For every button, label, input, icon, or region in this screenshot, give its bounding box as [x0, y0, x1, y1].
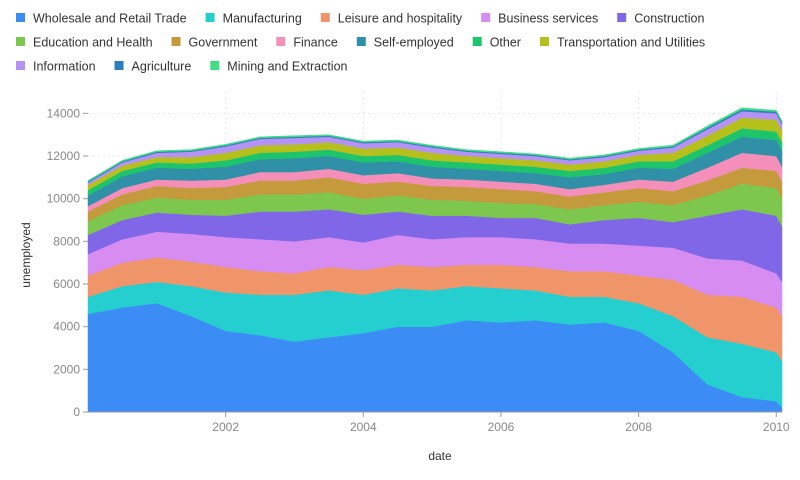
- x-tick-label: 2004: [350, 420, 377, 434]
- x-tick-label: 2008: [625, 420, 652, 434]
- legend-label: Manufacturing: [223, 12, 302, 26]
- y-tick-label: 2000: [53, 362, 80, 376]
- x-tick-label: 2010: [763, 420, 790, 434]
- legend-item-mining-and-extraction[interactable]: Mining and Extraction: [210, 60, 348, 74]
- legend-item-education-and-health[interactable]: Education and Health: [16, 36, 153, 50]
- y-tick-label: 6000: [53, 277, 80, 291]
- y-axis-title: unemployed: [19, 222, 33, 287]
- legend-item-self-employed[interactable]: Self-employed: [356, 36, 454, 50]
- legend-label: Finance: [293, 36, 338, 50]
- legend-swatch: [16, 13, 25, 22]
- legend-item-business-services[interactable]: Business services: [481, 12, 598, 26]
- area-series: [87, 107, 783, 413]
- legend-swatch: [356, 37, 366, 46]
- x-tick-label: 2002: [212, 420, 239, 434]
- legend-item-finance[interactable]: Finance: [276, 36, 338, 50]
- legend-swatch: [481, 13, 491, 22]
- y-tick-label: 0: [73, 405, 80, 419]
- y-tick-label: 12000: [47, 149, 81, 163]
- y-tick-label: 4000: [53, 320, 80, 334]
- legend-swatch: [210, 61, 220, 70]
- legend-label: Mining and Extraction: [227, 60, 347, 74]
- legend-item-other[interactable]: Other: [472, 36, 521, 50]
- legend-label: Other: [490, 36, 521, 50]
- legend: Wholesale and Retail Trade Manufacturing L…: [16, 12, 705, 74]
- legend-label: Government: [189, 36, 258, 50]
- y-tick-label: 14000: [47, 106, 81, 120]
- y-tick-label: 8000: [53, 234, 80, 248]
- x-axis: 2002 2004 2006 2008 2010: [88, 411, 790, 434]
- legend-label: Construction: [634, 12, 704, 26]
- legend-label: Transportation and Utilities: [557, 36, 705, 50]
- area-mining-and-extraction[interactable]: [87, 107, 783, 183]
- legend-swatch: [276, 37, 286, 46]
- legend-swatch: [617, 13, 627, 22]
- legend-item-manufacturing[interactable]: Manufacturing: [205, 12, 302, 26]
- legend-item-construction[interactable]: Construction: [617, 12, 704, 26]
- legend-label: Agriculture: [132, 60, 192, 74]
- legend-swatch: [171, 37, 181, 46]
- legend-item-leisure-and-hospitality[interactable]: Leisure and hospitality: [320, 12, 463, 26]
- legend-item-information[interactable]: Information: [16, 60, 96, 74]
- legend-swatch: [16, 37, 25, 46]
- legend-item-agriculture[interactable]: Agriculture: [114, 60, 192, 74]
- legend-label: Education and Health: [33, 36, 153, 50]
- x-tick-label: 2006: [488, 420, 515, 434]
- legend-label: Wholesale and Retail Trade: [33, 12, 187, 26]
- legend-item-government[interactable]: Government: [171, 36, 258, 50]
- legend-swatch: [320, 13, 330, 22]
- legend-swatch: [539, 37, 549, 46]
- legend-label: Self-employed: [374, 36, 454, 50]
- legend-swatch: [472, 37, 482, 46]
- x-axis-title: date: [428, 449, 452, 463]
- legend-item-wholesale-and-retail-trade[interactable]: Wholesale and Retail Trade: [16, 12, 187, 26]
- legend-item-transportation-and-utilities[interactable]: Transportation and Utilities: [539, 36, 705, 50]
- legend-swatch: [114, 61, 124, 70]
- legend-swatch: [16, 61, 25, 70]
- legend-swatch: [205, 13, 215, 22]
- legend-label: Leisure and hospitality: [338, 12, 463, 26]
- y-tick-label: 10000: [47, 192, 81, 206]
- legend-label: Business services: [498, 12, 598, 26]
- y-axis: 0 2000 4000 6000 8000 10000 12000 14000: [47, 106, 88, 419]
- legend-label: Information: [33, 60, 96, 74]
